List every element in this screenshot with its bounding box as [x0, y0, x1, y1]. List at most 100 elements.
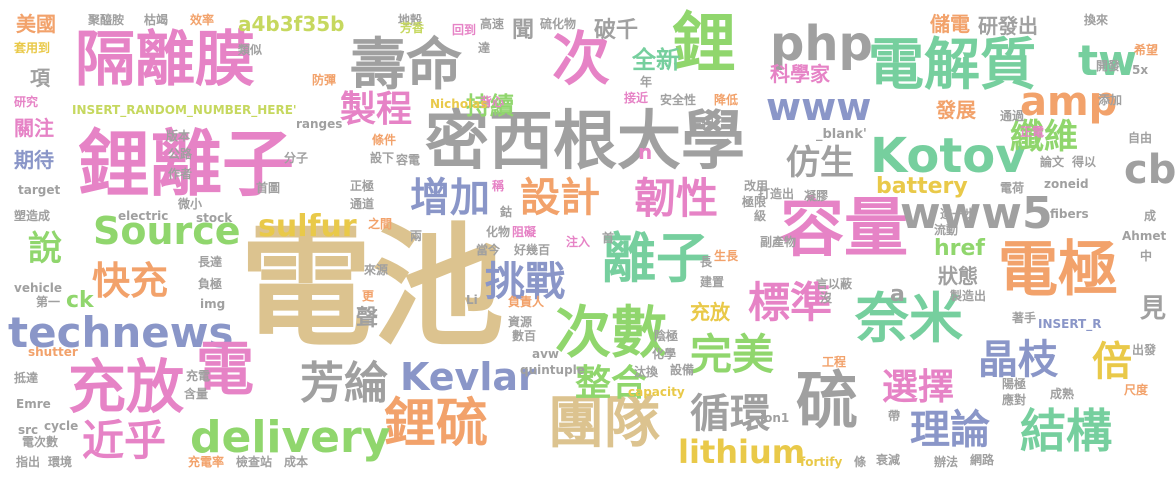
word: 製程	[340, 89, 413, 130]
word: 隔離膜	[75, 25, 255, 95]
word: 化物	[486, 225, 511, 239]
word: 芳香	[400, 21, 425, 35]
word: href	[934, 236, 986, 261]
word: delivery	[190, 412, 391, 463]
word: 汰換	[634, 365, 659, 379]
word: 正極	[350, 179, 375, 193]
word: 項	[30, 66, 50, 90]
word: 聞	[512, 18, 535, 43]
word: 陽極	[1002, 377, 1027, 391]
word: 含量	[184, 387, 209, 401]
word: 改用	[744, 179, 769, 193]
word: 製造出	[950, 289, 987, 303]
word: 辦法	[934, 455, 959, 469]
word: 標準	[748, 278, 833, 327]
word: 5x	[1132, 63, 1149, 77]
word: 防彈	[312, 73, 337, 87]
word: 負極	[198, 277, 223, 291]
word: 中	[1140, 249, 1153, 263]
word: 希望	[1134, 43, 1159, 57]
word: 來源	[364, 263, 389, 277]
word: shutter	[28, 345, 78, 359]
word: 添加	[1098, 93, 1123, 107]
word: 破千	[594, 18, 639, 43]
word: 級	[754, 209, 767, 223]
word: Kotov	[870, 128, 1027, 184]
word: 回到	[452, 23, 477, 37]
word: 結構	[1020, 404, 1112, 458]
word: 帶	[888, 409, 901, 423]
word: 首	[602, 231, 615, 245]
word: 電解質	[868, 33, 1036, 98]
word: 芳綸	[300, 358, 388, 409]
word: 應對	[1002, 393, 1027, 407]
word: cycle	[44, 419, 79, 433]
word: 版本	[166, 129, 191, 143]
word: 鈷	[500, 205, 513, 219]
word: www5	[900, 188, 1053, 239]
word: 成熟	[1050, 387, 1075, 401]
word: 資源	[508, 315, 533, 329]
word: 晶枝	[978, 337, 1058, 383]
word: target	[18, 183, 61, 197]
word: 充電	[186, 369, 211, 383]
word: avw	[532, 347, 560, 361]
word: 增加	[410, 175, 490, 221]
word: _blank'	[816, 127, 867, 142]
word: 著手	[1012, 311, 1037, 325]
word: 理論	[910, 407, 990, 453]
word: 打造出	[758, 187, 795, 201]
word: 達	[478, 41, 491, 55]
word: 地殼	[398, 13, 423, 27]
word: 電極	[998, 235, 1118, 305]
word: 美國	[16, 12, 56, 36]
word: technews	[8, 308, 234, 357]
word: 研究	[14, 95, 39, 109]
word: 降低	[714, 93, 739, 107]
word: 循環	[690, 391, 770, 437]
word: 指出	[16, 455, 41, 469]
word: 容電	[396, 153, 421, 167]
word: 微小	[178, 197, 203, 211]
word: 沒	[820, 291, 833, 305]
word: cb	[1124, 147, 1175, 193]
word: 抵達	[14, 371, 39, 385]
word: 塑造成	[14, 209, 51, 223]
word: php	[770, 16, 873, 72]
word: 背心	[480, 95, 505, 109]
word: 充電率	[188, 455, 225, 469]
word: 壽命	[350, 33, 462, 98]
word: 阻礙	[512, 225, 537, 239]
word: 電	[196, 335, 255, 403]
word: capacity	[628, 385, 685, 399]
word: amp	[1020, 79, 1118, 125]
word: 首圖	[256, 181, 281, 195]
word: 年	[640, 75, 653, 89]
word: 更	[362, 289, 375, 303]
word: 聚醯胺	[88, 13, 125, 27]
word: sulfur	[258, 209, 357, 244]
word: 通過	[1000, 109, 1025, 123]
word: 選擇	[882, 367, 955, 408]
word: 近乎	[82, 416, 167, 465]
word: 好幾百	[514, 243, 551, 257]
word: 狀態	[938, 264, 978, 288]
word: 充放	[68, 353, 185, 421]
word: img	[200, 297, 226, 311]
word: 設計	[520, 175, 600, 221]
word: 倍	[1092, 339, 1132, 385]
word: 次	[552, 25, 611, 93]
word: 韌性	[634, 174, 719, 223]
word: 期待	[14, 148, 54, 172]
word: 稱	[492, 179, 505, 193]
word: 類似	[238, 43, 263, 57]
word: n	[638, 140, 653, 164]
word: 凝膠	[804, 189, 829, 203]
word: 密西根大學	[425, 105, 745, 179]
word: 生長	[714, 249, 739, 263]
word: 環保	[690, 117, 715, 131]
word: 挑戰	[485, 259, 565, 305]
word: stock	[196, 211, 233, 225]
word: 進一步	[940, 207, 977, 221]
